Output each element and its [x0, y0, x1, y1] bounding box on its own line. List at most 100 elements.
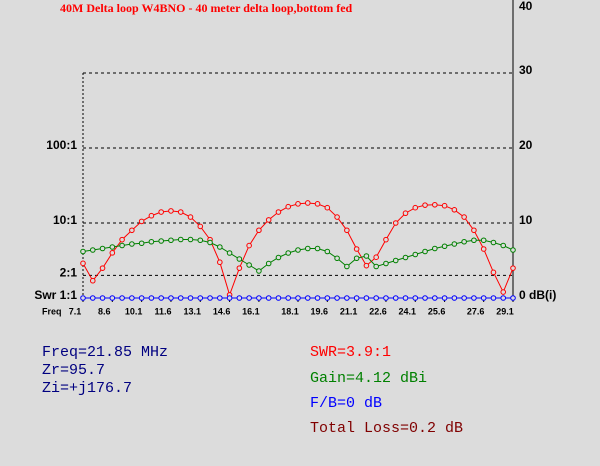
data-point	[480, 246, 487, 252]
x-tick-label: 16.1	[242, 306, 260, 316]
readout: Freq=21.85 MHz	[42, 344, 168, 361]
data-point	[344, 227, 350, 234]
data-point	[236, 295, 243, 301]
data-point	[295, 247, 301, 253]
data-point	[265, 295, 272, 301]
x-tick-label: 24.1	[399, 306, 417, 316]
data-point	[236, 265, 243, 271]
data-point	[207, 239, 213, 246]
data-point	[344, 263, 350, 270]
data-point	[265, 217, 272, 223]
data-point	[392, 220, 399, 226]
data-point	[422, 202, 428, 208]
data-point	[441, 295, 448, 301]
data-point	[265, 260, 272, 267]
x-tick-label: 14.6	[213, 306, 231, 316]
data-point	[304, 245, 311, 252]
readout: F/B=0 dB	[310, 395, 382, 412]
data-point	[432, 295, 438, 301]
x-tick-label: 18.1	[281, 306, 299, 316]
data-point	[402, 254, 409, 261]
data-point	[275, 254, 282, 261]
data-point	[471, 227, 477, 234]
data-point	[246, 242, 252, 249]
data-point	[177, 236, 184, 243]
data-point	[422, 248, 428, 255]
data-point	[187, 214, 194, 220]
data-point	[109, 250, 116, 256]
data-point	[168, 237, 174, 244]
data-point	[334, 255, 340, 262]
data-point	[148, 212, 155, 219]
y2-tick-label: 40	[519, 0, 533, 13]
data-point	[80, 295, 86, 301]
data-point	[80, 260, 86, 267]
data-point	[373, 295, 379, 301]
data-point	[383, 295, 389, 301]
data-point	[432, 245, 438, 252]
data-point	[217, 295, 223, 301]
readout: Zr=95.7	[42, 362, 105, 379]
data-point	[402, 295, 409, 301]
data-point	[441, 202, 448, 209]
data-point	[392, 257, 399, 264]
y-tick-label: 2:1	[60, 266, 78, 280]
data-point	[275, 295, 282, 301]
data-point	[510, 265, 516, 271]
y2-tick-label: 20	[519, 138, 533, 152]
data-point	[89, 277, 96, 284]
data-point	[119, 236, 125, 243]
data-point	[285, 250, 292, 256]
data-point	[324, 204, 331, 211]
data-point	[451, 295, 458, 301]
data-point	[334, 295, 340, 301]
x-tick-label: 13.1	[184, 306, 202, 316]
data-point	[177, 295, 184, 301]
data-point	[138, 218, 145, 225]
data-point	[402, 210, 409, 217]
data-point	[353, 295, 360, 301]
data-point	[129, 295, 135, 301]
x-tick-label: 11.6	[154, 306, 171, 316]
data-point	[285, 295, 292, 301]
data-point	[353, 246, 360, 252]
data-point	[226, 250, 233, 256]
data-point	[109, 244, 116, 250]
data-point	[471, 295, 477, 301]
data-point	[246, 295, 252, 301]
data-point	[383, 236, 389, 243]
data-point	[392, 295, 399, 301]
data-point	[480, 295, 487, 301]
y-tick-label: 10:1	[53, 213, 77, 227]
data-point	[226, 295, 233, 301]
data-point	[187, 295, 194, 301]
x-tick-label: 25.6	[428, 306, 446, 316]
data-point	[168, 208, 174, 214]
readout: Total Loss=0.2 dB	[310, 420, 463, 437]
data-point	[236, 256, 243, 262]
data-point	[158, 238, 164, 244]
data-point	[285, 203, 292, 210]
data-point	[217, 244, 223, 250]
data-point	[363, 253, 370, 259]
data-point	[119, 295, 125, 301]
data-point	[432, 201, 438, 208]
data-point	[148, 238, 155, 245]
data-point	[383, 260, 389, 267]
data-point	[334, 214, 340, 220]
data-point	[197, 295, 204, 301]
data-point	[99, 265, 106, 271]
data-point	[109, 295, 116, 301]
data-point	[80, 248, 86, 255]
data-point	[256, 295, 262, 301]
data-point	[138, 295, 145, 301]
y-tick-label: Swr 1:1	[34, 288, 77, 302]
data-point	[480, 237, 487, 244]
data-point	[304, 295, 311, 301]
data-point	[471, 237, 477, 244]
data-point	[207, 295, 213, 301]
data-point	[177, 209, 184, 215]
data-point	[344, 295, 350, 301]
x-tick-label: 21.1	[340, 306, 358, 316]
